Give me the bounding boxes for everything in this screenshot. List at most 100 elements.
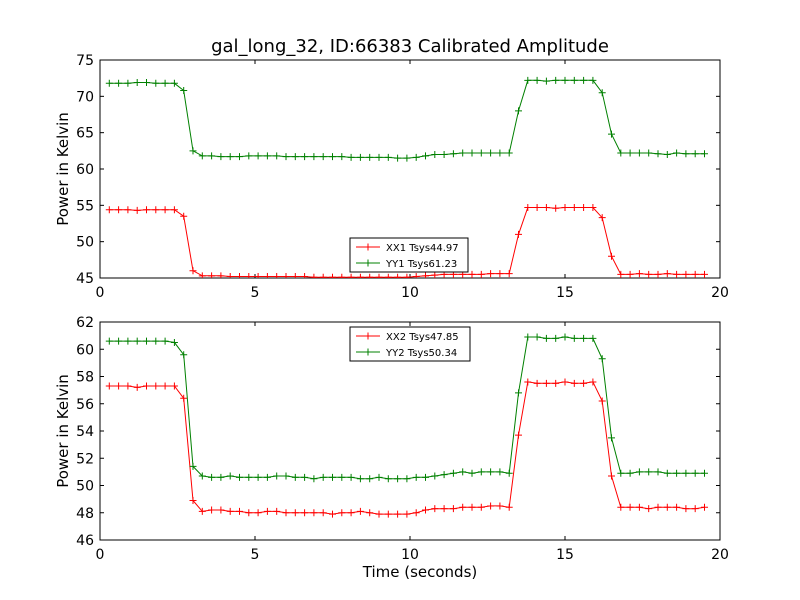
data-point bbox=[477, 503, 485, 511]
data-point bbox=[245, 509, 253, 517]
data-point bbox=[226, 153, 234, 161]
data-point bbox=[468, 469, 476, 477]
legend-box bbox=[349, 326, 471, 362]
data-point bbox=[542, 379, 550, 387]
data-point bbox=[635, 149, 643, 157]
y-tick-label: 50 bbox=[76, 479, 94, 495]
data-point bbox=[319, 153, 327, 161]
data-point bbox=[189, 267, 197, 275]
data-point bbox=[105, 382, 113, 390]
data-point bbox=[598, 89, 606, 97]
data-point bbox=[701, 503, 708, 511]
data-point bbox=[608, 472, 615, 480]
data-point bbox=[161, 79, 169, 87]
data-point bbox=[524, 76, 532, 84]
data-point bbox=[505, 270, 513, 278]
data-point bbox=[254, 473, 262, 481]
data-point bbox=[487, 502, 495, 510]
data-point bbox=[552, 204, 560, 212]
data-point bbox=[338, 273, 346, 278]
data-point bbox=[654, 270, 662, 278]
data-point bbox=[459, 149, 467, 157]
data-point bbox=[645, 505, 653, 513]
x-tick-label: 5 bbox=[251, 547, 260, 563]
data-point bbox=[552, 379, 560, 387]
data-point bbox=[245, 273, 253, 278]
data-point bbox=[143, 337, 150, 345]
data-point bbox=[263, 152, 271, 160]
data-point bbox=[580, 379, 588, 387]
data-point bbox=[663, 503, 671, 511]
data-point bbox=[245, 152, 253, 160]
data-point bbox=[152, 79, 160, 87]
data-point bbox=[338, 153, 346, 161]
data-point bbox=[254, 152, 262, 160]
data-point bbox=[477, 468, 485, 476]
data-point bbox=[477, 270, 485, 278]
y-axis-label: Power in Kelvin bbox=[54, 112, 72, 226]
data-point bbox=[561, 378, 569, 386]
data-point bbox=[580, 76, 588, 84]
data-point bbox=[301, 153, 309, 161]
data-point bbox=[329, 153, 336, 161]
data-point bbox=[496, 270, 504, 278]
legend-marker bbox=[364, 332, 372, 340]
data-point bbox=[487, 149, 495, 157]
data-point bbox=[161, 337, 169, 345]
data-point bbox=[449, 469, 457, 477]
data-point bbox=[626, 149, 634, 157]
data-point bbox=[115, 79, 123, 87]
data-point bbox=[570, 204, 578, 212]
data-point bbox=[189, 147, 197, 155]
data-point bbox=[198, 472, 206, 480]
data-point bbox=[115, 337, 123, 345]
data-point bbox=[533, 333, 541, 341]
data-point bbox=[505, 149, 513, 157]
data-point bbox=[384, 510, 392, 518]
data-point bbox=[691, 469, 699, 477]
data-point bbox=[477, 149, 485, 157]
data-point bbox=[524, 333, 532, 341]
data-point bbox=[301, 273, 309, 278]
data-point bbox=[338, 509, 346, 517]
data-point bbox=[366, 509, 374, 517]
x-tick-label: 10 bbox=[401, 547, 419, 563]
data-point bbox=[329, 473, 336, 481]
data-point bbox=[226, 273, 234, 278]
y-tick-label: 54 bbox=[76, 424, 94, 440]
data-point bbox=[626, 503, 634, 511]
data-point bbox=[542, 334, 550, 342]
data-point bbox=[263, 273, 271, 278]
y-tick-label: 58 bbox=[76, 370, 94, 386]
data-point bbox=[319, 273, 327, 278]
data-point bbox=[236, 273, 243, 278]
data-point bbox=[291, 473, 299, 481]
data-point bbox=[254, 273, 262, 278]
data-point bbox=[440, 471, 448, 479]
data-point bbox=[468, 149, 476, 157]
y-tick-label: 60 bbox=[76, 342, 94, 358]
data-point bbox=[189, 462, 197, 470]
data-point bbox=[403, 273, 411, 278]
data-point bbox=[236, 473, 243, 481]
data-point bbox=[394, 154, 402, 162]
data-point bbox=[617, 469, 625, 477]
data-point bbox=[431, 505, 439, 513]
data-point bbox=[570, 379, 578, 387]
data-point bbox=[133, 79, 141, 87]
data-point bbox=[133, 383, 141, 391]
data-point bbox=[375, 153, 383, 161]
data-point bbox=[524, 204, 532, 212]
data-point bbox=[143, 79, 150, 87]
data-point bbox=[608, 130, 615, 138]
data-point bbox=[691, 270, 699, 278]
data-point bbox=[682, 469, 690, 477]
data-point bbox=[301, 509, 309, 517]
data-point bbox=[422, 506, 429, 514]
data-point bbox=[189, 496, 197, 504]
data-point bbox=[124, 337, 132, 345]
subplot-1: 0 5 10 15 20 45 50 55 60 65 70 75 Power in Kelvin XX1… bbox=[54, 53, 729, 301]
data-point bbox=[356, 507, 364, 515]
data-point bbox=[570, 334, 578, 342]
